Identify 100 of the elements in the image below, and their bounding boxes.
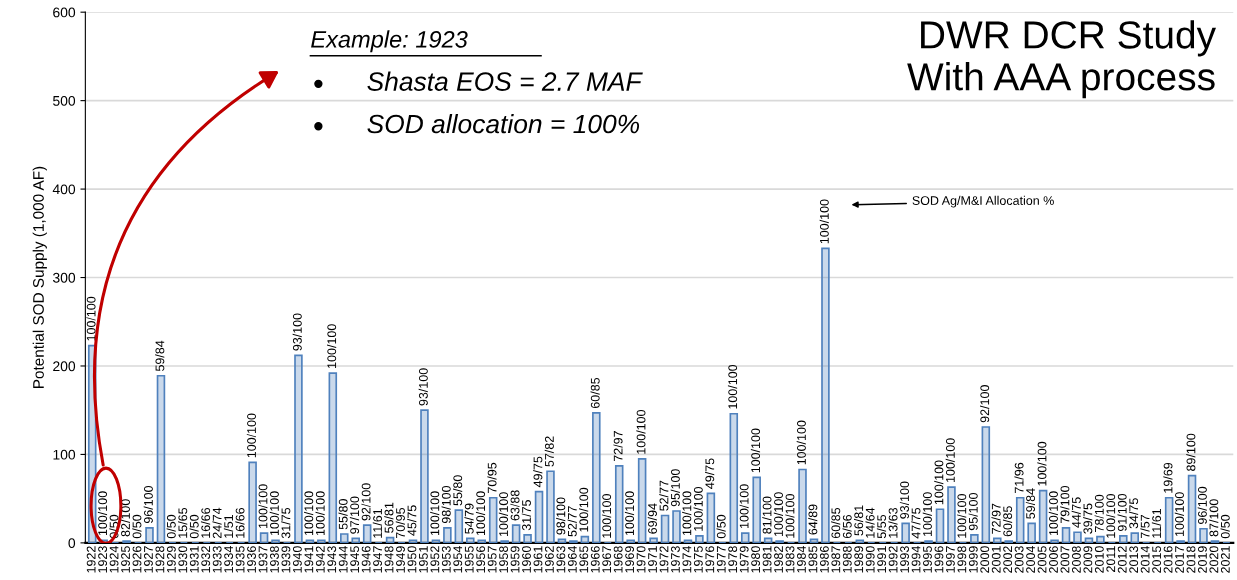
x-tick-label: 1996: [934, 546, 944, 573]
x-tick-label: 1958: [499, 546, 509, 573]
data-label: 70/95: [487, 462, 497, 493]
x-tick-label: 2004: [1026, 546, 1036, 573]
data-label: 100/100: [682, 491, 692, 536]
x-tick-label: 2000: [980, 546, 990, 573]
x-tick-label: 2012: [1117, 546, 1127, 573]
annotation: SOD allocation = 100%: [367, 113, 640, 134]
data-label: 92/100: [980, 385, 990, 423]
x-tick-label: 1946: [361, 546, 371, 573]
x-tick-label: 1939: [281, 546, 291, 573]
data-label: 95/100: [670, 469, 680, 507]
x-tick-label: 1987: [831, 546, 841, 573]
data-label: 31/75: [281, 507, 291, 539]
x-tick-label: 1933: [212, 546, 222, 573]
data-label: 0/50: [189, 514, 199, 539]
data-label: 11/61: [1151, 508, 1162, 538]
data-label: 6/56: [842, 514, 852, 539]
data-label: 98/100: [556, 497, 566, 535]
data-label: 69/94: [647, 503, 657, 534]
x-tick-label: 2007: [1060, 546, 1070, 573]
x-tick-label: 1992: [888, 546, 898, 573]
x-tick-label: 1971: [648, 546, 657, 573]
data-label: 0/50: [716, 514, 726, 539]
data-label: 100/100: [304, 491, 314, 536]
data-label: 87/100: [1209, 499, 1219, 537]
data-label: 0/50: [1220, 514, 1230, 539]
x-tick-label: 1988: [842, 546, 852, 573]
data-label: 78/100: [1094, 494, 1104, 532]
x-tick-label: 1994: [911, 546, 921, 573]
data-label: 100/100: [693, 486, 703, 531]
data-label: 93/100: [899, 481, 909, 519]
data-label: 91/100: [1117, 493, 1127, 532]
data-label: 16/66: [200, 507, 211, 538]
x-tick-label: 1975: [693, 546, 703, 573]
text: DWR DCR Study With AAA process: [907, 20, 1216, 99]
data-label: 95/100: [968, 493, 978, 531]
data-label: 59/84: [155, 340, 165, 372]
data-label: 72/97: [613, 431, 623, 462]
data-label: 49/75: [705, 458, 715, 489]
data-label: 98/100: [441, 485, 451, 524]
x-tick-label: 1934: [224, 546, 234, 573]
x-tick-label: 1936: [247, 546, 256, 573]
data-label: 100/100: [727, 364, 738, 409]
x-tick-label: 2020: [1209, 546, 1219, 573]
x-tick-label: 1984: [797, 546, 806, 573]
data-label: 5/55: [876, 514, 887, 539]
data-label: 34/75: [1128, 498, 1139, 529]
data-label: 92/100: [361, 483, 371, 521]
data-label: 100/100: [819, 199, 829, 244]
x-tick-label: 1937: [258, 546, 268, 573]
data-label: 47/75: [911, 507, 921, 539]
data-label: 44/75: [1071, 497, 1081, 528]
x-tick-label: 1951: [418, 546, 428, 573]
x-tick-label: 1969: [625, 546, 635, 573]
y-tick-label: 500: [53, 95, 76, 106]
x-tick-label: 1924: [109, 546, 119, 573]
data-label: 100/100: [86, 296, 96, 341]
x-tick-label: 1989: [854, 546, 864, 573]
x-tick-label: 2006: [1049, 546, 1058, 573]
data-label: 64/89: [808, 504, 818, 535]
data-label: 24/74: [212, 507, 222, 539]
data-label: 52/77: [567, 506, 577, 537]
y-axis-title: Potential SOD Supply (1,000 AF): [32, 166, 47, 388]
data-label: 72/97: [991, 503, 1001, 534]
y-tick-label: 400: [52, 184, 76, 195]
data-label: 0/50: [132, 514, 142, 539]
x-tick-label: 1927: [144, 546, 153, 573]
data-label: 56/81: [853, 505, 864, 536]
data-label: 100/100: [258, 484, 268, 529]
data-label: 82/100: [120, 499, 130, 537]
data-label: 93/100: [292, 313, 302, 351]
data-label: 100/100: [269, 491, 279, 536]
x-tick-label: 2013: [1129, 546, 1139, 573]
data-label: 54/79: [464, 503, 474, 534]
x-tick-label: 1966: [590, 546, 600, 573]
data-label: 71/96: [1014, 462, 1024, 493]
data-label: 100/100: [498, 492, 509, 536]
x-tick-label: 1940: [292, 546, 302, 573]
data-label: 39/75: [1083, 503, 1093, 534]
x-tick-label: 1991: [877, 546, 887, 573]
annotation: SOD Ag/M&I Allocation %: [912, 195, 1054, 208]
data-label: 100/100: [315, 491, 325, 536]
x-tick-label: 1928: [155, 546, 165, 573]
data-label: 97/100: [349, 496, 360, 534]
x-tick-label: 1922: [86, 546, 96, 573]
data-label: 100/100: [1174, 492, 1184, 536]
data-label: 93/100: [418, 368, 428, 406]
data-label: 55/80: [453, 475, 463, 506]
data-label: 59/84: [1025, 488, 1036, 519]
x-tick-label: 1942: [315, 546, 325, 573]
data-label: 56/81: [384, 502, 394, 533]
x-tick-label: 2010: [1094, 546, 1104, 573]
x-tick-label: 1964: [567, 546, 577, 573]
y-tick-label: 300: [52, 272, 76, 283]
data-label: 60/85: [1002, 506, 1013, 537]
x-tick-label: 1977: [716, 546, 726, 573]
data-label: 81/100: [762, 496, 772, 534]
x-tick-label: 2015: [1152, 546, 1162, 573]
data-label: 31/75: [521, 500, 531, 531]
